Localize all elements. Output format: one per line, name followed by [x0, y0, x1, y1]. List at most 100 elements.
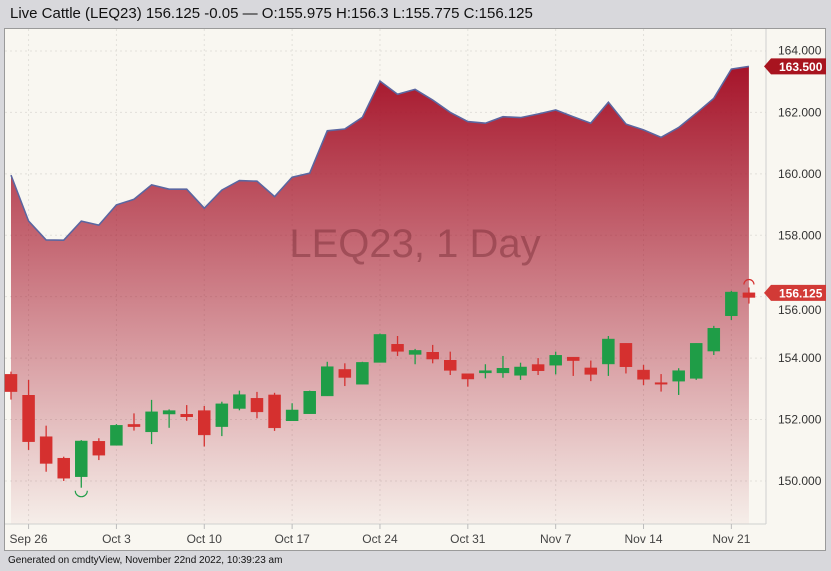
candle-body: [233, 394, 246, 409]
candle: [233, 390, 246, 411]
candle-body: [338, 369, 352, 378]
candle: [180, 405, 193, 421]
candle: [725, 290, 738, 321]
candle-body: [285, 409, 299, 421]
x-tick-label: Nov 14: [625, 532, 663, 546]
candle-body: [408, 350, 422, 355]
y-tick-label: 154.000: [778, 351, 822, 365]
candle: [549, 351, 562, 375]
candle-body: [162, 410, 176, 415]
candle: [496, 355, 510, 378]
candle: [321, 361, 334, 397]
candle-body: [198, 410, 211, 436]
last-price-badge: 156.125: [764, 284, 826, 301]
candle-body: [707, 328, 721, 352]
area-series-fill: [11, 66, 749, 525]
candle-body: [514, 366, 527, 376]
candle-body: [22, 395, 35, 442]
candle: [250, 391, 264, 419]
candle-body: [303, 391, 316, 414]
candle-body: [444, 359, 457, 371]
extreme-markers: [74, 278, 755, 498]
candle: [566, 356, 580, 376]
y-tick-label: 160.000: [778, 167, 822, 181]
x-tick-label: Oct 17: [274, 532, 310, 546]
candle: [707, 325, 721, 356]
candle-body: [531, 364, 545, 371]
candle-body: [268, 394, 281, 429]
candle-body: [566, 356, 580, 361]
candle-body: [725, 291, 738, 316]
candle-body: [584, 367, 598, 375]
candle: [742, 287, 756, 304]
last-price-label: 156.125: [779, 286, 823, 300]
candle: [514, 362, 527, 380]
candle: [426, 344, 439, 364]
candle: [145, 399, 158, 445]
candle: [303, 390, 316, 414]
candle-body: [39, 436, 53, 464]
candle: [689, 343, 703, 380]
candle-body: [215, 403, 229, 427]
candle: [57, 456, 70, 481]
high-marker-arc: [743, 278, 755, 285]
x-axis[interactable]: Sep 26 Oct 3 Oct 10 Oct 17 Oct 24 Oct 31 Nov 7…: [10, 524, 751, 546]
area-series-line: [10, 65, 750, 242]
candle-body: [426, 352, 439, 360]
candle: [75, 440, 88, 488]
y-tick-label: 150.000: [778, 474, 822, 488]
candle: [584, 360, 598, 382]
watermark: LEQ23, 1 Day: [289, 222, 540, 266]
x-tick-label: Oct 24: [362, 532, 398, 546]
candle: [373, 333, 387, 363]
candle: [672, 368, 685, 395]
candle: [479, 364, 492, 379]
candle-body: [391, 344, 404, 352]
y-tick-label: 158.000: [778, 228, 822, 242]
candle-body: [479, 370, 492, 374]
low-marker-arc: [74, 490, 88, 498]
candle: [92, 438, 106, 461]
candle-body: [75, 440, 88, 477]
candle: [338, 363, 352, 387]
area-last-badge-shape: [764, 58, 826, 75]
candle-body: [110, 425, 123, 446]
candle: [408, 348, 422, 365]
candle-body: [180, 414, 193, 418]
candle-body: [672, 370, 685, 382]
candle: [654, 374, 668, 392]
candle-body: [4, 374, 18, 392]
y-tick-label: 152.000: [778, 413, 822, 427]
candle: [444, 351, 457, 375]
x-tick-label: Oct 10: [187, 532, 223, 546]
x-tick-label: Oct 3: [102, 532, 131, 546]
chart-title: Live Cattle (LEQ23) 156.125 -0.05 — O:15…: [10, 5, 533, 22]
candle-body: [549, 355, 562, 366]
y-tick-label: 156.000: [778, 303, 822, 317]
y-axis[interactable]: 150.000 152.000 154.000 156.000 158.000 160.0…: [778, 43, 822, 488]
x-tick-label: Nov 7: [540, 532, 572, 546]
candle: [619, 343, 633, 374]
candle: [22, 379, 35, 450]
candle: [531, 358, 545, 375]
candle-body: [127, 424, 141, 427]
candle-body: [145, 411, 158, 433]
candle: [215, 401, 229, 437]
candle: [391, 335, 404, 356]
footer-generated-note: Generated on cmdtyView, November 22nd 20…: [8, 555, 283, 566]
candle-body: [356, 362, 369, 385]
candle: [602, 335, 615, 376]
candle: [39, 425, 53, 472]
candle: [285, 403, 299, 421]
candle: [461, 373, 475, 387]
candle-body: [496, 367, 510, 374]
candle-body: [250, 398, 264, 413]
candle: [198, 406, 211, 447]
candle: [4, 371, 18, 400]
y-tick-label: 164.000: [778, 43, 822, 57]
candle-body: [654, 382, 668, 385]
candle-body: [637, 369, 650, 380]
candle: [162, 409, 176, 428]
candle: [268, 392, 281, 431]
